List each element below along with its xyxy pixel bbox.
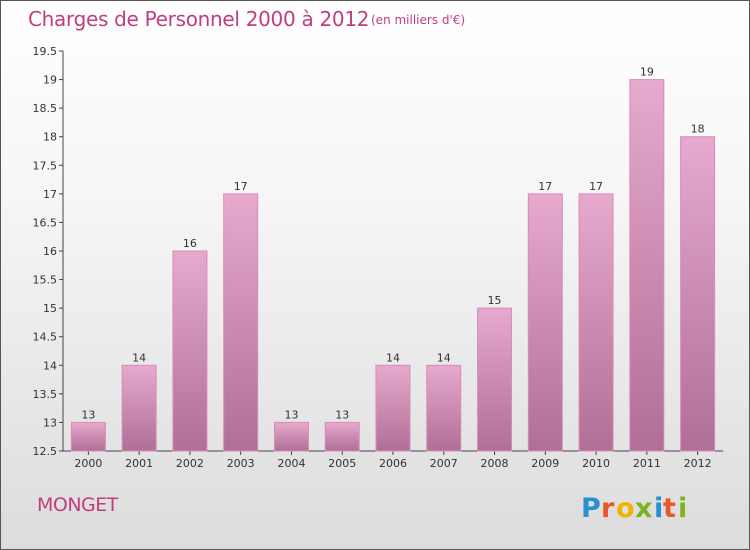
y-tick-label: 12.5 [33,445,58,458]
data-label-2005: 13 [335,408,349,421]
x-tick-label: 2005 [328,457,356,470]
x-tick-label: 2002 [176,457,204,470]
data-label-2009: 17 [538,180,552,193]
x-tick-label: 2006 [379,457,407,470]
y-tick-label: 13 [43,416,57,429]
x-tick-label: 2010 [582,457,610,470]
data-label-2000: 13 [81,408,95,421]
y-tick-label: 14 [43,359,57,372]
bar-2009 [527,193,563,452]
x-tick-label: 2007 [430,457,458,470]
svg-text:i: i [654,493,663,524]
y-tick-label: 15 [43,302,57,315]
data-label-2012: 18 [691,123,705,136]
data-label-2001: 14 [132,351,146,364]
x-tick-label: 2012 [684,457,712,470]
y-tick-label: 13.5 [33,388,58,401]
bar-2007 [426,364,462,452]
bar-2010 [578,193,614,452]
y-tick-label: 17 [43,188,57,201]
bar-2006 [375,364,411,452]
bar-2005 [324,421,360,452]
bar-2003 [223,193,259,452]
x-tick-label: 2009 [531,457,559,470]
y-tick-label: 19.5 [33,45,58,58]
svg-text:i: i [678,493,687,524]
bar-2008 [477,307,513,452]
y-tick-label: 16 [43,245,57,258]
bar-chart: 12.5 13 13.5 14 14.5 15 15.5 16 16.5 17 17.5 18 18.5… [33,45,723,470]
data-label-2011: 19 [640,66,654,79]
y-tick-label: 17.5 [33,159,58,172]
svg-text:P: P [581,493,601,524]
data-label-2008: 15 [488,294,502,307]
x-tick-label: 2008 [481,457,509,470]
town-name: MONGET [37,494,118,516]
y-tick-label: 14.5 [33,331,58,344]
bars [70,79,716,452]
bar-2002 [172,250,208,452]
y-tick-label: 16.5 [33,216,58,229]
x-tick-label: 2011 [633,457,661,470]
axes: 12.5 13 13.5 14 14.5 15 15.5 16 16.5 17 17.5 18 18.5… [33,45,723,470]
bar-2012 [680,136,716,452]
x-tick-label: 2003 [227,457,255,470]
x-tick-label: 2004 [277,457,305,470]
data-label-2010: 17 [589,180,603,193]
bar-2011 [629,79,665,452]
bar-2004 [273,421,309,452]
svg-text:t: t [663,493,676,524]
bar-2000 [70,421,106,452]
svg-text:o: o [616,493,635,524]
data-label-2003: 17 [234,180,248,193]
x-tick-label: 2000 [74,457,102,470]
data-label-2007: 14 [437,351,451,364]
y-tick-label: 15.5 [33,274,58,287]
data-label-2006: 14 [386,351,400,364]
data-labels: 13 14 16 17 13 13 14 14 15 17 17 19 18 [81,66,704,422]
bar-2001 [121,364,157,452]
y-tick-label: 19 [43,74,57,87]
svg-text:x: x [635,493,652,524]
data-label-2002: 16 [183,237,197,250]
y-tick-label: 18 [43,131,57,144]
svg-text:r: r [601,493,615,524]
data-label-2004: 13 [284,408,298,421]
chart-title: Charges de Personnel 2000 à 2012 [28,7,370,31]
proxiti-logo: P r o x i t i [581,493,687,524]
chart-subtitle: (en milliers d'€) [371,13,466,27]
x-tick-label: 2001 [125,457,153,470]
y-tick-label: 18.5 [33,102,58,115]
